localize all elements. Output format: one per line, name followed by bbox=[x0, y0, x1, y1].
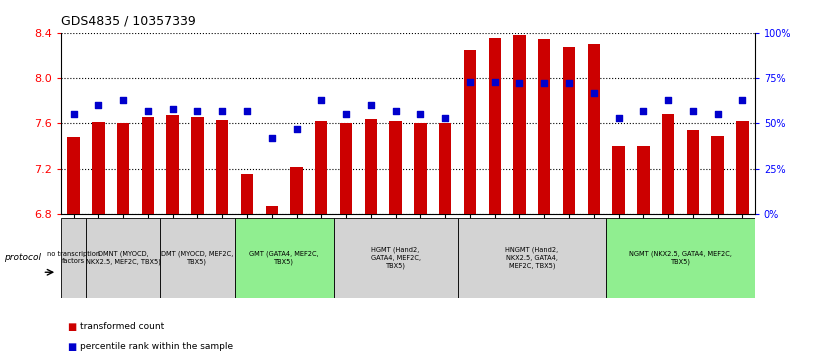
Bar bbox=[736, 121, 748, 214]
Text: ■: ■ bbox=[67, 322, 76, 332]
Bar bbox=[166, 115, 179, 214]
Point bbox=[612, 115, 625, 121]
Bar bbox=[315, 121, 327, 214]
Text: percentile rank within the sample: percentile rank within the sample bbox=[80, 342, 233, 351]
Bar bbox=[662, 114, 674, 214]
Bar bbox=[563, 48, 575, 214]
Point bbox=[92, 102, 105, 108]
Bar bbox=[92, 122, 104, 214]
Point bbox=[315, 97, 328, 103]
Bar bbox=[61, 218, 86, 298]
Bar bbox=[415, 123, 427, 214]
Point bbox=[67, 111, 80, 117]
Point bbox=[215, 108, 228, 114]
Text: GMT (GATA4, MEF2C,
TBX5): GMT (GATA4, MEF2C, TBX5) bbox=[250, 250, 319, 265]
Bar bbox=[612, 146, 625, 214]
Point bbox=[364, 102, 377, 108]
Point bbox=[463, 79, 477, 85]
Bar bbox=[458, 218, 606, 298]
Text: HNGMT (Hand2,
NKX2.5, GATA4,
MEF2C, TBX5): HNGMT (Hand2, NKX2.5, GATA4, MEF2C, TBX5… bbox=[505, 247, 558, 269]
Bar bbox=[160, 218, 235, 298]
Bar bbox=[637, 146, 650, 214]
Point bbox=[513, 81, 526, 86]
Point bbox=[439, 115, 452, 121]
Point bbox=[562, 81, 575, 86]
Bar bbox=[489, 38, 501, 214]
Bar bbox=[340, 123, 353, 214]
Bar bbox=[241, 175, 253, 214]
Text: HGMT (Hand2,
GATA4, MEF2C,
TBX5): HGMT (Hand2, GATA4, MEF2C, TBX5) bbox=[370, 247, 420, 269]
Point bbox=[141, 108, 154, 114]
Text: DMNT (MYOCD,
NKX2.5, MEF2C, TBX5): DMNT (MYOCD, NKX2.5, MEF2C, TBX5) bbox=[86, 250, 161, 265]
Point bbox=[538, 81, 551, 86]
Text: transformed count: transformed count bbox=[80, 322, 164, 331]
Text: NGMT (NKX2.5, GATA4, MEF2C,
TBX5): NGMT (NKX2.5, GATA4, MEF2C, TBX5) bbox=[629, 250, 732, 265]
Bar bbox=[290, 167, 303, 214]
Bar bbox=[365, 119, 377, 214]
Bar bbox=[68, 137, 80, 214]
Text: no transcription
factors: no transcription factors bbox=[47, 251, 100, 265]
Point bbox=[711, 111, 724, 117]
Point bbox=[191, 108, 204, 114]
Point bbox=[117, 97, 130, 103]
Bar bbox=[712, 136, 724, 214]
Bar bbox=[265, 206, 278, 214]
Point bbox=[736, 97, 749, 103]
Point bbox=[389, 108, 402, 114]
Bar bbox=[334, 218, 458, 298]
Bar bbox=[117, 123, 129, 214]
Bar bbox=[538, 40, 551, 214]
Point bbox=[636, 108, 650, 114]
Bar bbox=[235, 218, 334, 298]
Bar bbox=[389, 121, 401, 214]
Point bbox=[488, 79, 501, 85]
Text: ■: ■ bbox=[67, 342, 76, 352]
Bar bbox=[687, 130, 699, 214]
Point bbox=[166, 106, 180, 112]
Bar bbox=[86, 218, 160, 298]
Text: protocol: protocol bbox=[4, 253, 41, 262]
Bar bbox=[606, 218, 755, 298]
Bar bbox=[439, 123, 451, 214]
Point bbox=[414, 111, 427, 117]
Point bbox=[265, 135, 278, 141]
Bar bbox=[588, 44, 600, 214]
Text: DMT (MYOCD, MEF2C,
TBX5): DMT (MYOCD, MEF2C, TBX5) bbox=[162, 250, 233, 265]
Bar bbox=[463, 50, 476, 214]
Point bbox=[662, 97, 675, 103]
Bar bbox=[216, 120, 228, 214]
Point bbox=[686, 108, 699, 114]
Bar bbox=[513, 35, 526, 214]
Point bbox=[241, 108, 254, 114]
Text: GDS4835 / 10357339: GDS4835 / 10357339 bbox=[61, 15, 196, 28]
Bar bbox=[191, 117, 204, 214]
Point bbox=[339, 111, 353, 117]
Point bbox=[588, 90, 601, 95]
Bar bbox=[142, 117, 154, 214]
Point bbox=[290, 126, 303, 132]
